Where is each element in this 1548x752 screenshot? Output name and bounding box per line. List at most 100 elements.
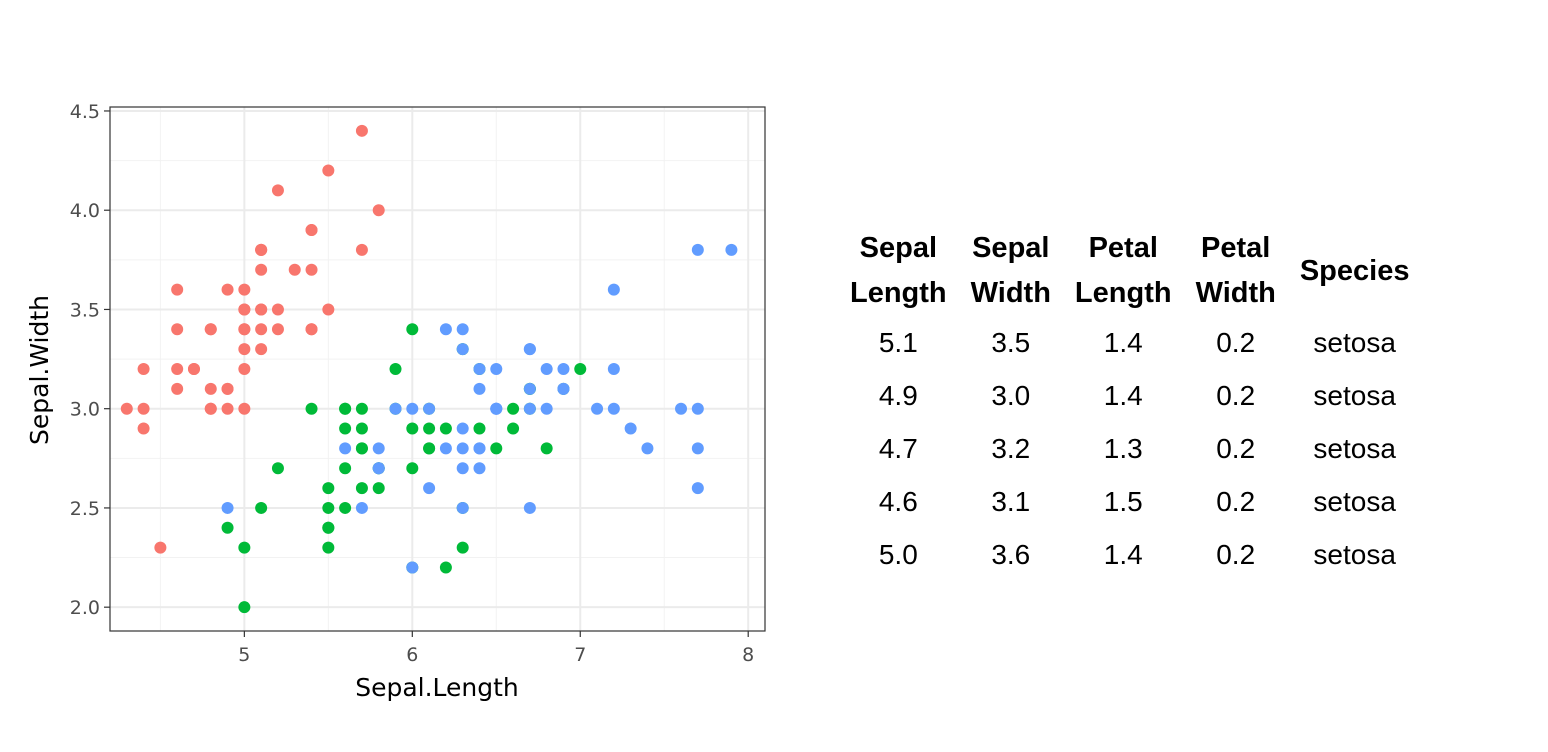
table-cell: 4.6 (878, 486, 918, 517)
data-point (389, 402, 402, 415)
y-tick-label: 4.0 (70, 200, 100, 222)
data-point (372, 462, 385, 475)
table-row: 4.9 3.0 1.4 0.2 setosa (838, 369, 1421, 422)
y-tick-label: 4.5 (70, 101, 100, 123)
data-point (322, 164, 335, 177)
data-point (137, 402, 150, 415)
x-tick-label: 7 (574, 644, 586, 666)
table-cell: 0.2 (1216, 433, 1256, 464)
data-point (255, 303, 268, 316)
data-point (691, 243, 704, 256)
table-cell: 3.2 (991, 433, 1031, 464)
table-row: 4.7 3.2 1.3 0.2 setosa (838, 422, 1421, 475)
data-point (355, 243, 368, 256)
data-point (574, 363, 587, 375)
plot-border (109, 106, 766, 632)
data-point (523, 501, 536, 514)
data-point (624, 422, 637, 435)
table-cell: 4.9 (878, 380, 918, 411)
data-point (406, 561, 419, 574)
data-point (204, 402, 217, 415)
header-sepal-length: Sepal Length (838, 226, 959, 316)
data-point (423, 402, 436, 415)
data-point (204, 323, 217, 336)
data-point (154, 541, 167, 554)
major-gridlines (110, 107, 765, 631)
data-point (171, 283, 184, 296)
table-cell: 1.4 (1103, 327, 1143, 358)
data-point (355, 422, 368, 435)
data-point (238, 541, 251, 554)
data-point (322, 303, 335, 316)
data-point (675, 402, 688, 415)
header-line: Sepal (972, 232, 1050, 264)
data-point (255, 501, 268, 514)
data-point (372, 204, 385, 217)
header-line: Width (1195, 277, 1276, 309)
header-petal-width: Petal Width (1184, 226, 1288, 316)
table-cell: 3.0 (991, 380, 1031, 411)
data-point (120, 402, 133, 415)
header-line: Petal (1201, 232, 1271, 264)
data-point (339, 422, 352, 435)
data-point (238, 303, 251, 316)
iris-table: Sepal Length Sepal Width Petal Length Petal… (838, 226, 1421, 581)
data-point (137, 363, 150, 375)
data-point (355, 442, 368, 455)
data-point (288, 263, 301, 276)
data-point (456, 462, 469, 475)
table-cell: 1.5 (1103, 486, 1143, 517)
data-point (305, 263, 318, 276)
data-point (221, 402, 234, 415)
table-cell: 5.1 (878, 327, 918, 358)
data-point (372, 482, 385, 495)
data-point (171, 382, 184, 395)
data-point (406, 323, 419, 336)
data-point (406, 402, 419, 415)
y-axis-ticks: 2.0 2.5 3.0 3.5 4.0 4.5 (70, 101, 110, 619)
x-tick-label: 6 (406, 644, 418, 666)
header-petal-length: Petal Length (1063, 226, 1184, 316)
x-tick-label: 5 (238, 644, 250, 666)
table-cell: 1.4 (1103, 539, 1143, 570)
table-header: Sepal Length Sepal Width Petal Length Petal… (838, 226, 1421, 316)
table-body: 5.1 3.5 1.4 0.2 setosa 4.9 3.0 1.4 0.2 s… (838, 316, 1421, 581)
table-cell: 1.3 (1103, 433, 1143, 464)
data-point (641, 442, 654, 455)
y-tick-label: 3.5 (70, 299, 100, 321)
data-point (523, 402, 536, 415)
data-point (607, 402, 620, 415)
data-point (557, 382, 570, 395)
table-cell: 3.6 (991, 539, 1031, 570)
data-point (271, 184, 284, 197)
header-sepal-width: Sepal Width (959, 226, 1063, 316)
data-point (691, 482, 704, 495)
data-point (456, 323, 469, 336)
table-cell: 5.0 (878, 539, 918, 570)
data-point (255, 343, 268, 356)
table-cell: 3.1 (991, 486, 1031, 517)
scatter-plot: 5 6 7 8 2.0 2.5 3.0 3.5 4.0 4.5 Sepal.Length Sep… (25, 101, 766, 702)
data-point (607, 363, 620, 375)
data-point (473, 363, 486, 375)
data-point (322, 501, 335, 514)
data-point (271, 303, 284, 316)
data-point (725, 243, 738, 256)
table-row: 5.1 3.5 1.4 0.2 setosa (838, 316, 1421, 369)
y-tick-label: 2.0 (70, 597, 100, 619)
data-point (389, 363, 402, 375)
x-tick-label: 8 (742, 644, 754, 666)
data-point (171, 323, 184, 336)
x-axis-title: Sepal.Length (355, 673, 519, 702)
data-point (238, 363, 251, 375)
data-point (490, 442, 503, 455)
data-point (238, 323, 251, 336)
table-cell: setosa (1313, 433, 1396, 464)
data-point (221, 283, 234, 296)
table-cell: 0.2 (1216, 486, 1256, 517)
data-point (540, 363, 553, 375)
data-point (221, 501, 234, 514)
data-point (255, 323, 268, 336)
data-point (238, 283, 251, 296)
header-line: Petal (1088, 232, 1158, 264)
